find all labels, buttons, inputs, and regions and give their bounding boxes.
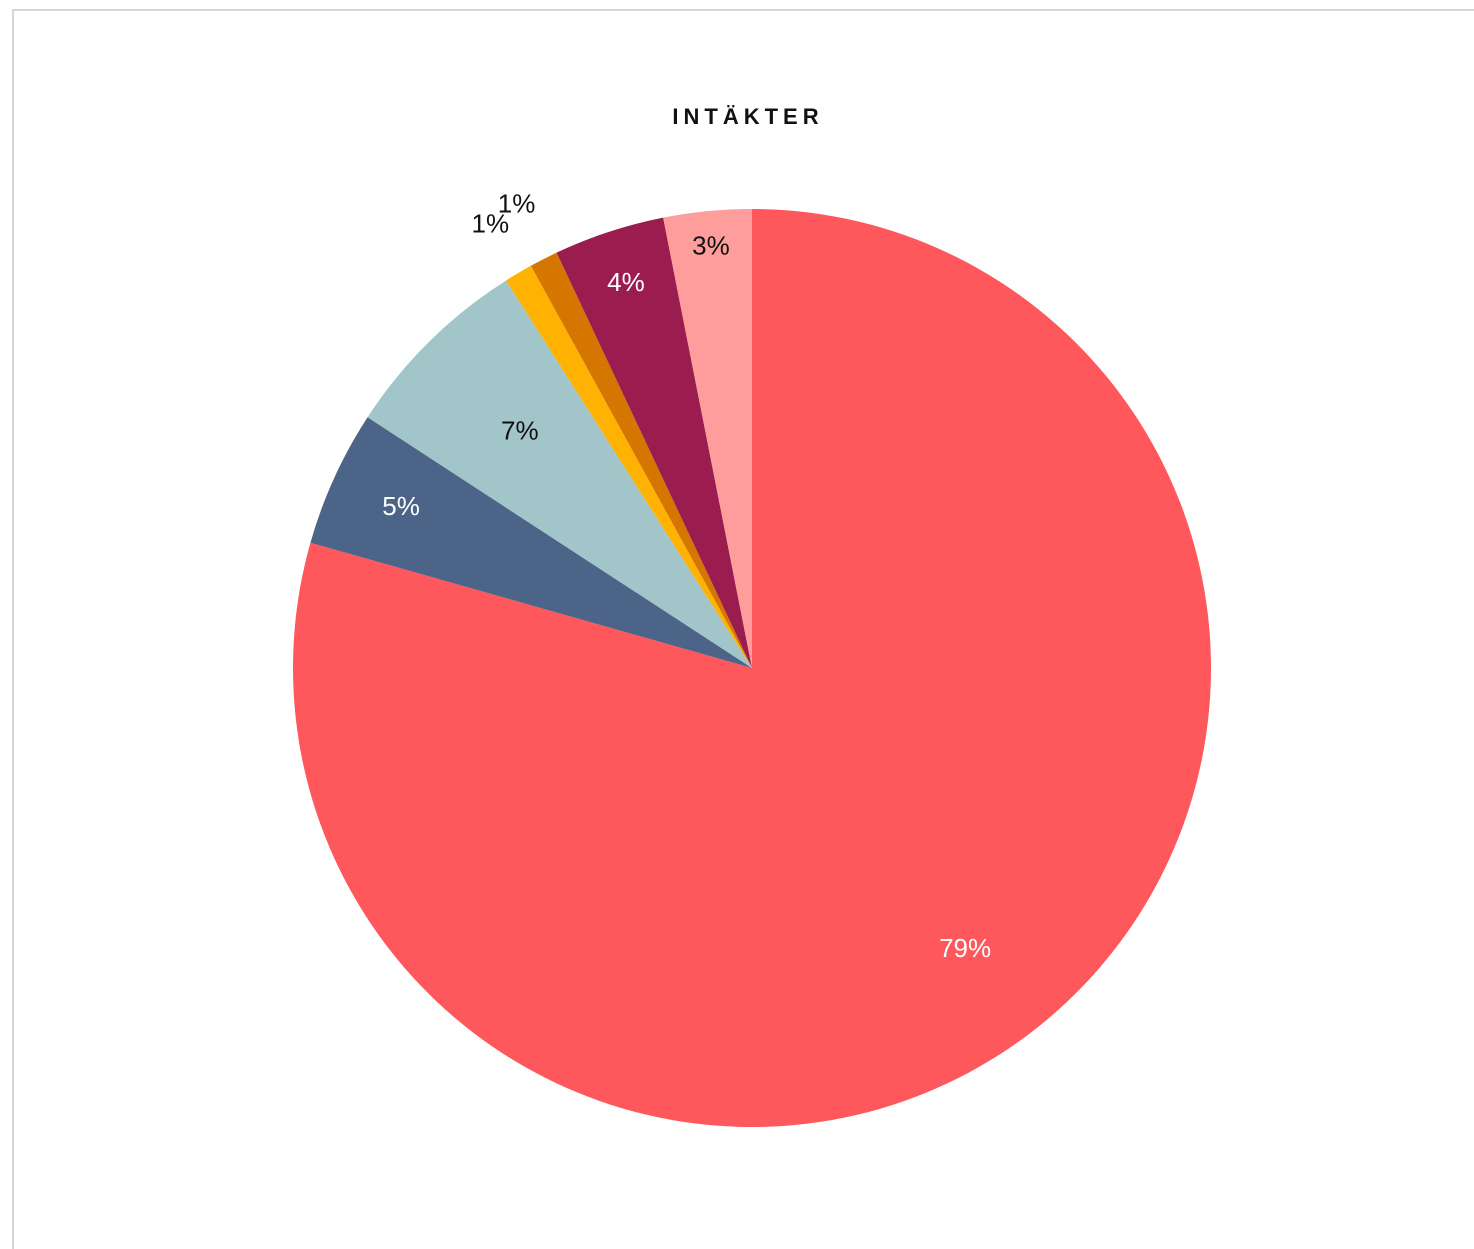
slice-label: 7% <box>501 416 539 446</box>
chart-title: INTÄKTER <box>672 104 824 129</box>
pie-labels: 79% 5% 7% 1%1% 4% 3% <box>382 189 991 963</box>
pie-slice <box>556 217 752 669</box>
pie-slice <box>310 417 752 668</box>
slice-label: 5% <box>382 491 420 521</box>
pie-slice <box>292 209 1211 1128</box>
pie-slice <box>367 280 752 668</box>
pie-slices <box>292 209 1211 1128</box>
pie-slice <box>506 265 752 668</box>
slice-label: 3% <box>692 231 730 261</box>
slice-label: 1% <box>498 189 536 219</box>
slice-label: 1% <box>472 208 510 238</box>
pie-slice <box>663 209 752 668</box>
slice-label: 79% <box>939 933 991 963</box>
chart-frame <box>12 9 1474 1249</box>
slice-label: 4% <box>607 267 645 297</box>
pie-slice <box>530 252 752 668</box>
